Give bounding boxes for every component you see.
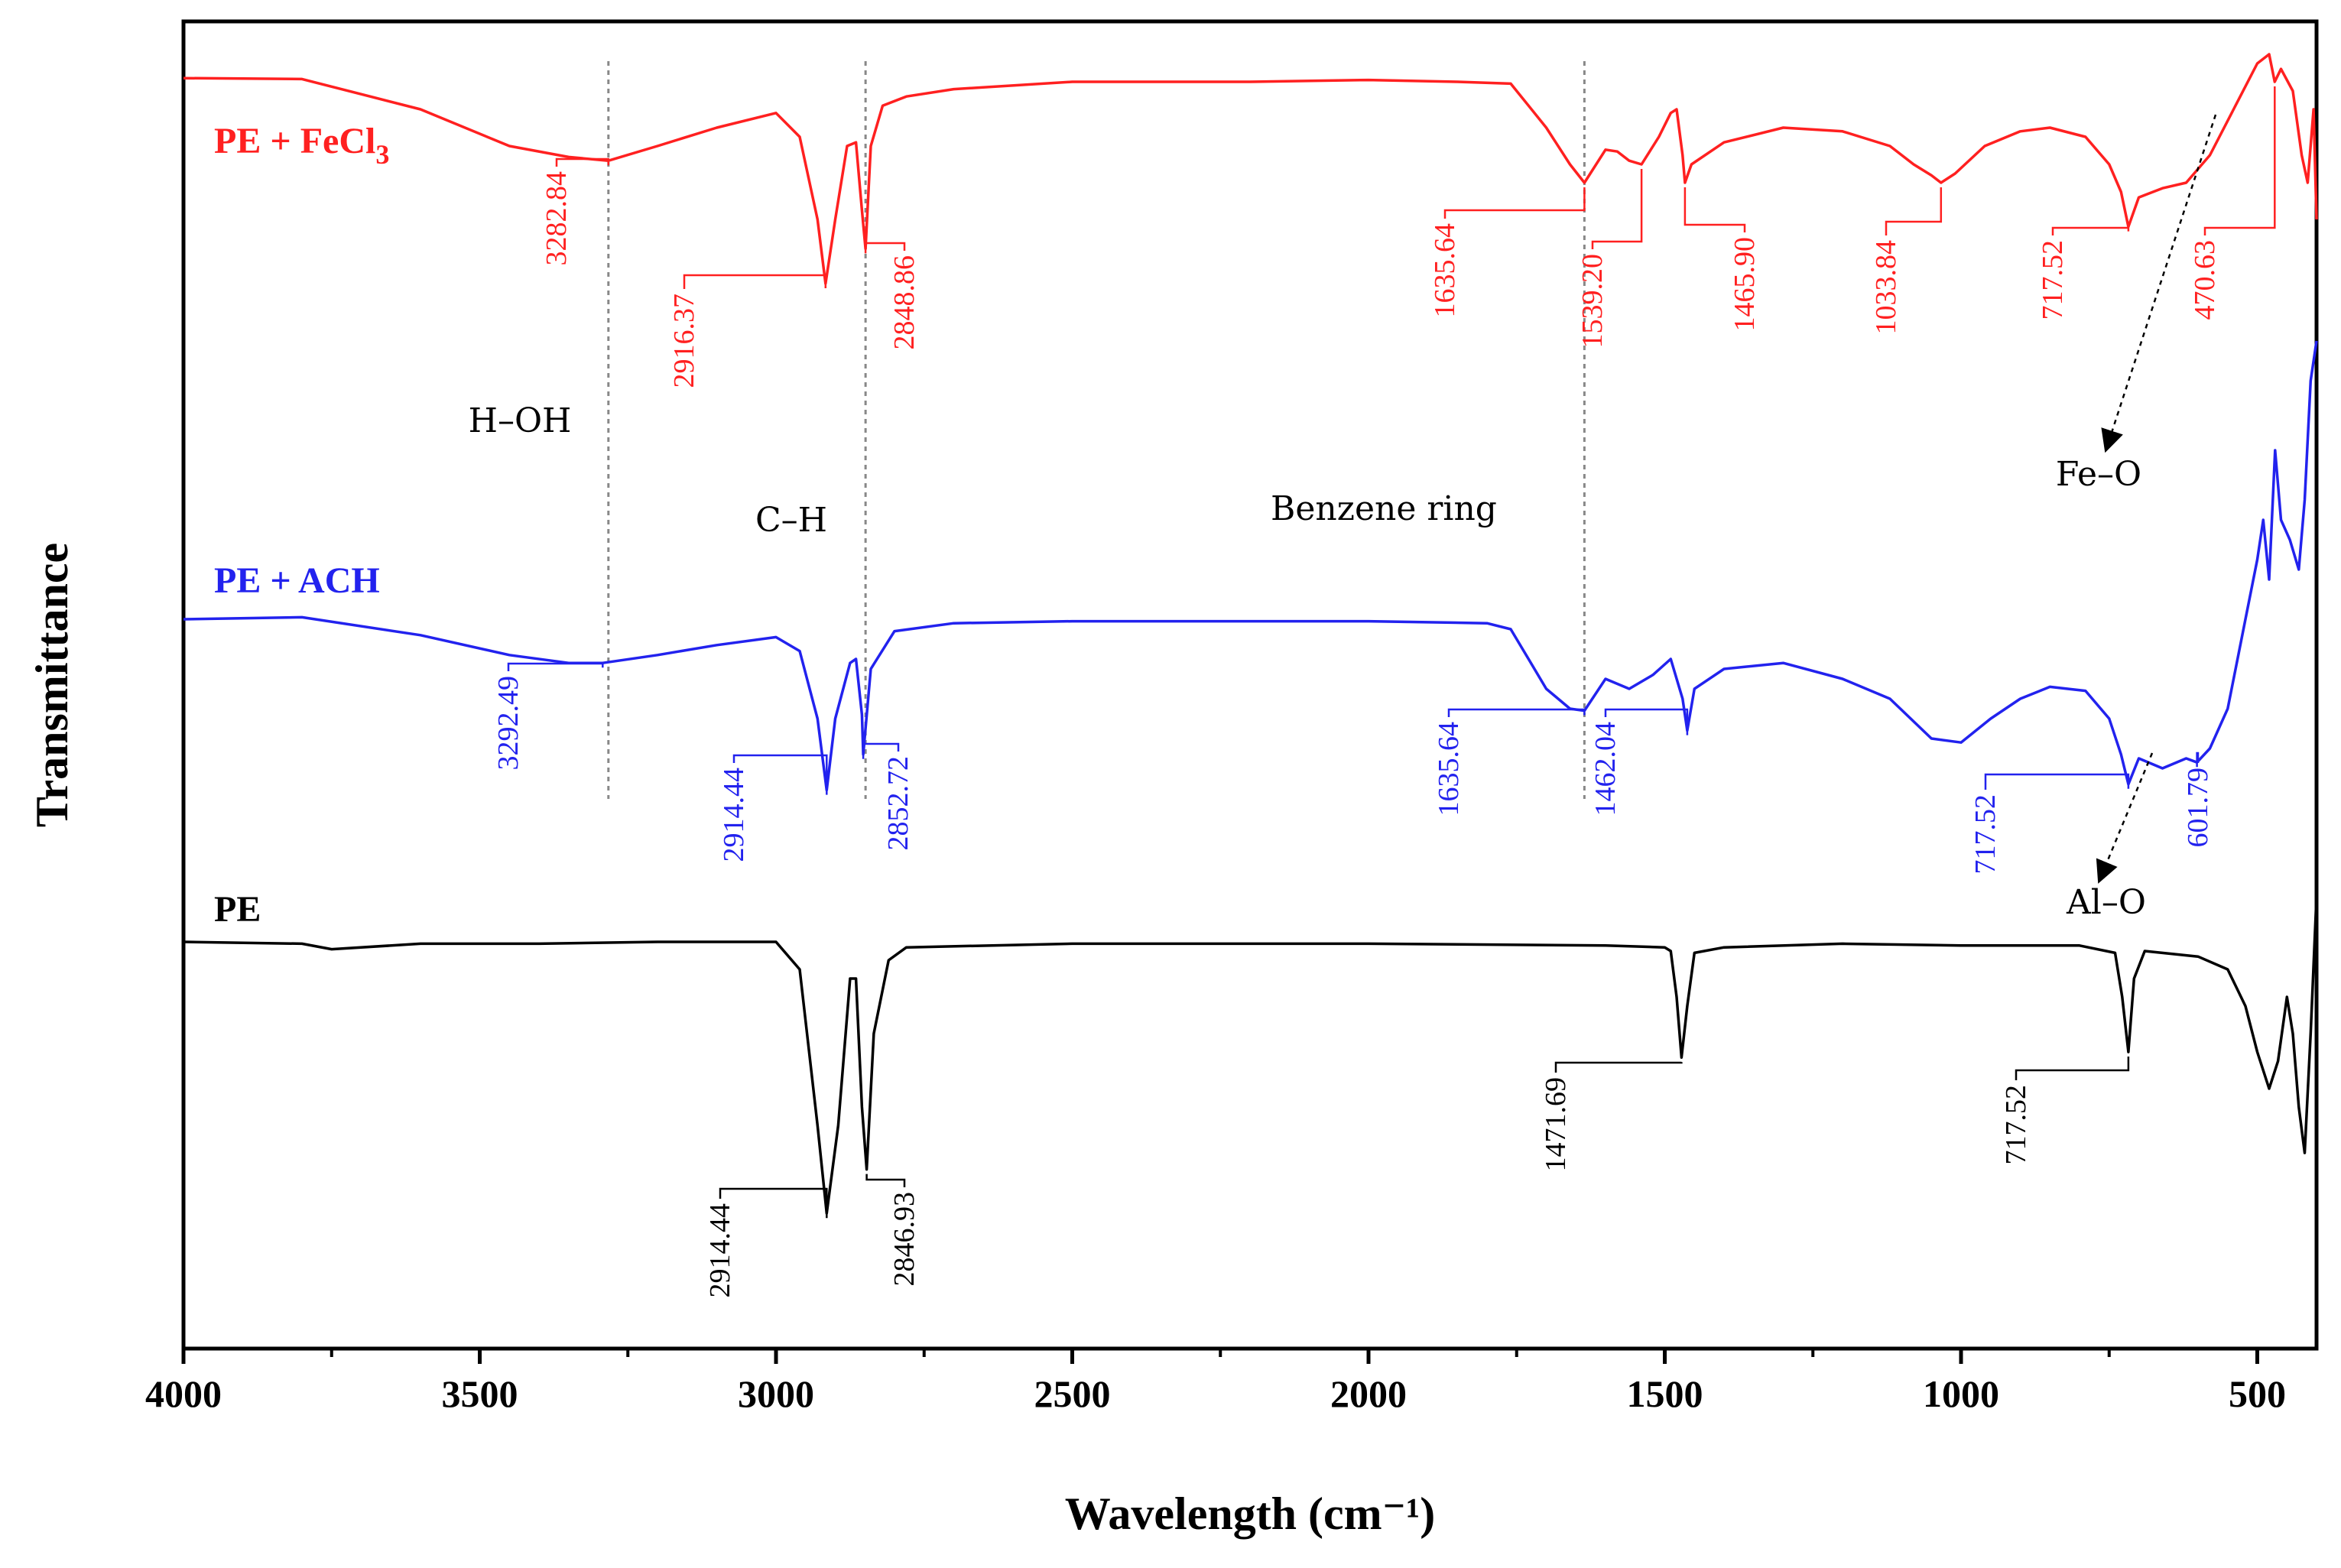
peak-label: 2914.44 — [704, 1203, 736, 1298]
peak-label: 2916.37 — [668, 294, 700, 388]
annotation-label: H–OH — [469, 401, 572, 440]
series-label: PE + ACH — [214, 560, 380, 601]
annotation-label: Al–O — [2066, 883, 2146, 922]
peak-label: 601.79 — [2182, 768, 2214, 848]
x-tick-label: 500 — [2229, 1372, 2286, 1415]
peak-leader-line — [1443, 187, 1586, 219]
peak-label: 717.52 — [1969, 794, 2002, 875]
peak-leader-line — [1604, 708, 1689, 735]
peak-leader-line — [2051, 226, 2130, 235]
peak-leader-line — [1684, 187, 1746, 232]
peak-leader-line — [1984, 773, 2130, 790]
peak-label: 3292.49 — [492, 676, 524, 771]
al-o-arrow — [2096, 752, 2154, 884]
peak-leader-line — [2203, 86, 2276, 235]
peak-leader-line — [1447, 708, 1586, 717]
peak-leader-line — [862, 742, 900, 759]
x-tick-label: 4000 — [145, 1372, 222, 1415]
peak-leader-line — [683, 274, 827, 289]
peak-leader-line — [719, 1187, 828, 1219]
peak-leader-line — [865, 1174, 906, 1187]
annotation-label: C–H — [755, 501, 827, 540]
peak-label: 717.52 — [2000, 1085, 2032, 1165]
fe-o-arrow — [2101, 114, 2217, 453]
plot-frame — [181, 19, 2319, 1351]
peak-leader-line — [1591, 169, 1643, 249]
y-axis-title: Transmittance — [27, 543, 77, 827]
peak-label: 3282.84 — [541, 171, 573, 266]
peak-leader-line — [1885, 187, 1943, 235]
peak-label: 1635.64 — [1429, 223, 1461, 318]
peak-label: 1033.84 — [1870, 240, 1902, 335]
peak-label: 1465.90 — [1729, 237, 1761, 332]
peak-leader-line — [555, 157, 610, 167]
series-line — [183, 340, 2318, 792]
series-label: PE — [214, 889, 261, 930]
peak-leader-line — [2015, 1057, 2130, 1080]
peak-label: 1462.04 — [1589, 722, 1622, 816]
peak-label: 1635.64 — [1433, 722, 1465, 816]
x-axis-title: Wavelength (cm⁻¹) — [1065, 1488, 1436, 1539]
peak-label: 1539.20 — [1576, 254, 1609, 349]
peak-leader-line — [507, 662, 604, 671]
x-tick-label: 1000 — [1923, 1372, 1999, 1415]
series-label-subscript: 3 — [375, 139, 389, 170]
peak-leader-line — [2196, 752, 2200, 768]
series-line — [183, 53, 2318, 285]
peak-label: 717.52 — [2037, 240, 2069, 320]
peak-label: 470.63 — [2189, 240, 2221, 320]
peak-label: 1471.69 — [1540, 1077, 1572, 1172]
series-label: PE + FeCl3 — [214, 121, 389, 170]
peak-label: 2846.93 — [888, 1192, 920, 1287]
x-tick-label: 3500 — [442, 1372, 518, 1415]
x-tick-label: 2000 — [1330, 1372, 1407, 1415]
peak-leader-line — [1554, 1061, 1683, 1073]
peak-label: 2852.72 — [882, 756, 914, 851]
x-tick-label: 2500 — [1034, 1372, 1111, 1415]
peak-leader-line — [732, 754, 828, 795]
x-tick-label: 1500 — [1627, 1372, 1703, 1415]
x-tick-label: 3000 — [738, 1372, 814, 1415]
series-line — [183, 895, 2318, 1215]
annotation-label: Benzene ring — [1271, 489, 1497, 528]
peak-label: 2848.86 — [888, 255, 920, 350]
peak-leader-line — [864, 242, 906, 254]
annotation-label: Fe–O — [2056, 455, 2141, 494]
peak-label: 2914.44 — [718, 768, 750, 862]
